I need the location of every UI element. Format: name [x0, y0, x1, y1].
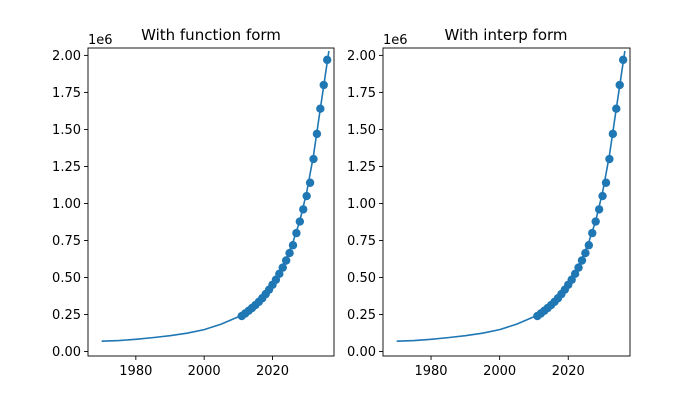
y-offset-label: 1e6 [383, 33, 408, 48]
data-point [302, 191, 311, 201]
data-point [588, 228, 597, 238]
data-point [594, 205, 604, 214]
y-tick-label: 0.75 [52, 234, 81, 249]
data-point [322, 55, 332, 65]
data-point [275, 269, 284, 279]
data-point [292, 228, 301, 238]
data-point [295, 217, 305, 226]
y-tick-label: 0.25 [347, 308, 376, 323]
data-point [608, 129, 618, 139]
y-tick-label: 0.75 [347, 234, 376, 249]
data-point [305, 178, 315, 187]
y-tick-label: 0.50 [347, 271, 376, 286]
data-point [299, 205, 308, 214]
data-point [615, 80, 624, 90]
data-point [278, 263, 287, 272]
data-point [281, 256, 291, 265]
data-point [312, 129, 322, 139]
data-point [605, 154, 614, 164]
y-tick-label: 1.00 [347, 197, 376, 212]
data-point [591, 217, 600, 226]
subplot-title: With function form [141, 26, 281, 44]
y-tick-label: 1.75 [52, 86, 81, 101]
data-point [570, 269, 580, 279]
data-point [574, 263, 583, 272]
data-point [319, 80, 328, 90]
data-point [598, 191, 607, 201]
plot-area: 1980 2000 2020 0.00 0.25 0.50 0.75 1.00 1.25 1.50… [347, 47, 631, 379]
y-tick-label: 1.00 [52, 197, 81, 212]
y-offset-label: 1e6 [88, 33, 113, 48]
y-tick-label: 1.50 [347, 123, 376, 138]
data-point [584, 241, 594, 250]
x-tick-label: 2020 [552, 364, 585, 379]
x-tick-label: 2000 [483, 364, 516, 379]
y-tick-label: 0.50 [52, 271, 81, 286]
subplot-title: With interp form [444, 26, 567, 44]
y-tick-label: 0.00 [347, 345, 376, 360]
axes-frame [87, 47, 335, 357]
y-tick-label: 2.00 [52, 49, 81, 64]
axes-frame [382, 47, 631, 357]
data-point [577, 256, 587, 265]
data-point [581, 248, 590, 258]
plot-area: 1980 2000 2020 0.00 0.25 0.50 0.75 1.00 1.25 1.50… [52, 47, 335, 379]
y-tick-label: 1.25 [347, 160, 376, 175]
data-point [612, 104, 621, 113]
data-point [618, 55, 628, 65]
data-point [316, 104, 325, 113]
y-tick-label: 1.75 [347, 86, 376, 101]
y-tick-label: 2.00 [347, 49, 376, 64]
data-point [309, 154, 318, 164]
x-tick-label: 2020 [256, 364, 289, 379]
y-tick-label: 1.25 [52, 160, 81, 175]
data-point [288, 241, 298, 250]
data-point [285, 248, 294, 258]
data-point [601, 178, 611, 187]
x-tick-label: 1980 [119, 364, 152, 379]
subplot-function-form: With function form 1e6 1980 2000 2020 0.00 0… [52, 26, 335, 379]
y-tick-label: 0.25 [52, 308, 81, 323]
subplot-interp-form: With interp form 1e6 1980 2000 2020 0.00 0.2… [347, 26, 631, 379]
y-tick-label: 1.50 [52, 123, 81, 138]
y-tick-label: 0.00 [52, 345, 81, 360]
x-tick-label: 1980 [414, 364, 447, 379]
x-tick-label: 2000 [188, 364, 221, 379]
